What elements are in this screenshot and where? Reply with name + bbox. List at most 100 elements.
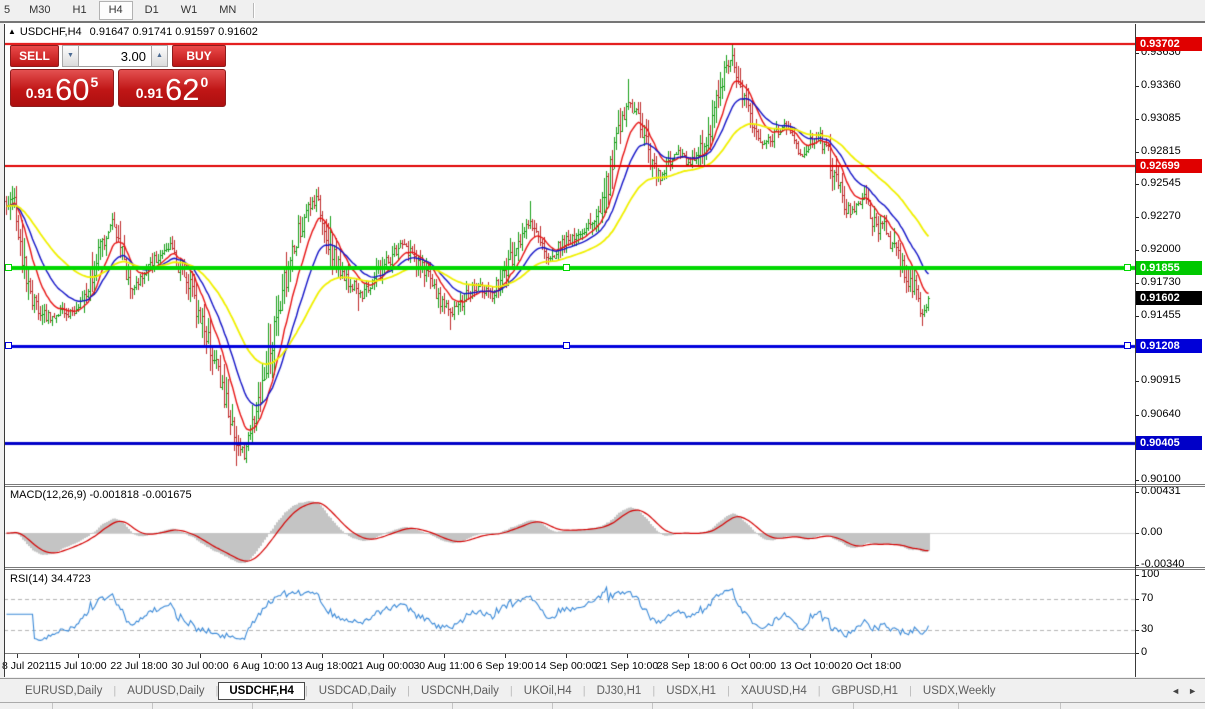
buy-price-box[interactable]: 0.91 62 0 (118, 69, 226, 107)
chart-canvas[interactable] (4, 24, 1135, 654)
line-handle[interactable] (1124, 342, 1131, 349)
panel-separator[interactable] (4, 484, 1205, 485)
status-pane-separator (52, 703, 53, 709)
time-tick-mark (688, 654, 689, 658)
time-axis-label: 6 Aug 10:00 (232, 660, 290, 672)
timeframe-button-h4[interactable]: H4 (98, 1, 133, 20)
price-tick-label: 0.92545 (1141, 177, 1181, 189)
time-axis-label: 20 Oct 18:00 (840, 660, 902, 672)
macd-tick-mark (1135, 533, 1139, 534)
chart-tab-bar: EURUSD,Daily | AUDUSD,Daily | USDCHF,H4 | USDC… (0, 678, 1205, 702)
time-tick-mark (566, 654, 567, 658)
price-badge: 0.93702 (1136, 37, 1202, 51)
price-tick-label: 0.90915 (1141, 374, 1181, 386)
time-axis-label: 6 Oct 00:00 (721, 660, 777, 672)
line-handle[interactable] (5, 342, 12, 349)
status-strip (0, 702, 1205, 709)
price-tick-mark (1135, 53, 1139, 54)
time-tick-mark (261, 654, 262, 658)
chart-tab-usdx-weekly[interactable]: USDX,Weekly (922, 684, 996, 697)
rsi-tick-mark (1135, 653, 1139, 654)
tab-separator: | (909, 684, 912, 697)
lot-increase-button[interactable]: ▲ (151, 45, 168, 67)
time-tick-mark (810, 654, 811, 658)
timeframe-button-m30[interactable]: M30 (29, 4, 51, 16)
chart-legend: ▲ USDCHF,H4 0.91647 0.91741 0.91597 0.9160… (8, 26, 258, 38)
chart-tab-audusd-daily[interactable]: AUDUSD,Daily (127, 684, 205, 697)
timeframe-button-h1[interactable]: H1 (72, 4, 87, 16)
sell-price-pipette: 5 (90, 74, 99, 90)
chart-tab-ukoil-h4[interactable]: UKOil,H4 (523, 684, 572, 697)
tab-scroll-right-icon[interactable]: ► (1188, 686, 1197, 696)
panel-separator[interactable] (4, 486, 1205, 487)
line-handle[interactable] (563, 342, 570, 349)
line-handle[interactable] (5, 264, 12, 271)
chart-left-border (4, 24, 5, 677)
panel-separator[interactable] (4, 567, 1205, 568)
sell-price-box[interactable]: 0.91 60 5 (10, 69, 114, 107)
time-tick-mark (383, 654, 384, 658)
line-handle[interactable] (563, 264, 570, 271)
price-tick-mark (1135, 152, 1139, 153)
chart-tab-dj30-h1[interactable]: DJ30,H1 (596, 684, 642, 697)
time-tick-mark (444, 654, 445, 658)
price-tick-label: 0.92000 (1141, 243, 1181, 255)
macd-tick-mark (1135, 565, 1139, 566)
time-axis-label: 13 Oct 10:00 (779, 660, 841, 672)
lot-decrease-button[interactable]: ▼ (62, 45, 79, 67)
sell-button[interactable]: SELL (10, 45, 59, 67)
price-tick-mark (1135, 480, 1139, 481)
status-pane-separator (452, 703, 453, 709)
rsi-tick-mark (1135, 575, 1139, 576)
time-axis-label: 14 Sep 00:00 (534, 660, 598, 672)
tab-scroll-left-icon[interactable]: ◄ (1171, 686, 1181, 696)
price-tick-label: 0.92815 (1141, 145, 1181, 157)
macd-tick-label: 0.00 (1141, 526, 1163, 538)
tab-separator: | (727, 684, 730, 697)
chart-tab-usdchf-h4[interactable]: USDCHF,H4 (218, 681, 305, 700)
buy-button[interactable]: BUY (172, 45, 226, 67)
chart-tab-usdcad-daily[interactable]: USDCAD,Daily (318, 684, 397, 697)
time-axis-label: 28 Sep 18:00 (656, 660, 720, 672)
tab-separator: | (582, 684, 586, 697)
status-pane-separator (652, 703, 653, 709)
time-tick-mark (749, 654, 750, 658)
timeframe-button-5[interactable]: 5 (4, 4, 11, 16)
chart-tab-xauusd-h4[interactable]: XAUUSD,H4 (740, 684, 807, 697)
chart-tab-gbpusd-h1[interactable]: GBPUSD,H1 (831, 684, 899, 697)
collapse-panel-triangle-icon[interactable]: ▲ (8, 27, 16, 36)
timeframe-button-mn[interactable]: MN (219, 4, 237, 16)
panel-separator[interactable] (4, 569, 1205, 570)
rsi-tick-label: 70 (1141, 592, 1154, 604)
time-axis-label: 30 Aug 11:00 (413, 660, 475, 672)
price-tick-label: 0.91730 (1141, 276, 1181, 288)
status-pane-separator (352, 703, 353, 709)
chart-tab-eurusd-daily[interactable]: EURUSD,Daily (25, 684, 103, 697)
time-tick-mark (505, 654, 506, 658)
macd-tick-mark (1135, 492, 1139, 493)
rsi-tick-label: 100 (1141, 568, 1160, 580)
chart-tab-list: EURUSD,Daily | AUDUSD,Daily | USDCHF,H4 | USDC… (0, 681, 1007, 700)
timeframe-button-w1[interactable]: W1 (180, 4, 198, 16)
time-axis-label: 30 Jul 00:00 (171, 660, 229, 672)
price-tick-mark (1135, 283, 1139, 284)
sell-price-prefix: 0.91 (25, 85, 53, 101)
timeframe-button-d1[interactable]: D1 (144, 4, 159, 16)
time-axis-label: 22 Jul 18:00 (110, 660, 168, 672)
price-axis-line[interactable] (1135, 24, 1136, 677)
macd-indicator-label: MACD(12,26,9) -0.001818 -0.001675 (10, 489, 192, 501)
line-handle[interactable] (1124, 264, 1131, 271)
status-pane-separator (152, 703, 153, 709)
time-axis-label: 21 Sep 10:00 (595, 660, 659, 672)
buy-price-prefix: 0.91 (135, 85, 163, 101)
tab-separator: | (215, 684, 219, 697)
chart-tab-usdx-h1[interactable]: USDX,H1 (666, 684, 717, 697)
chart-tab-usdcnh-daily[interactable]: USDCNH,Daily (420, 684, 499, 697)
status-pane-separator (252, 703, 253, 709)
tab-separator: | (407, 684, 410, 697)
status-pane-separator (853, 703, 854, 709)
time-axis-label: 6 Sep 19:00 (476, 660, 534, 672)
chevron-down-icon: ▼ (67, 52, 74, 59)
lot-size-input[interactable] (79, 45, 151, 67)
